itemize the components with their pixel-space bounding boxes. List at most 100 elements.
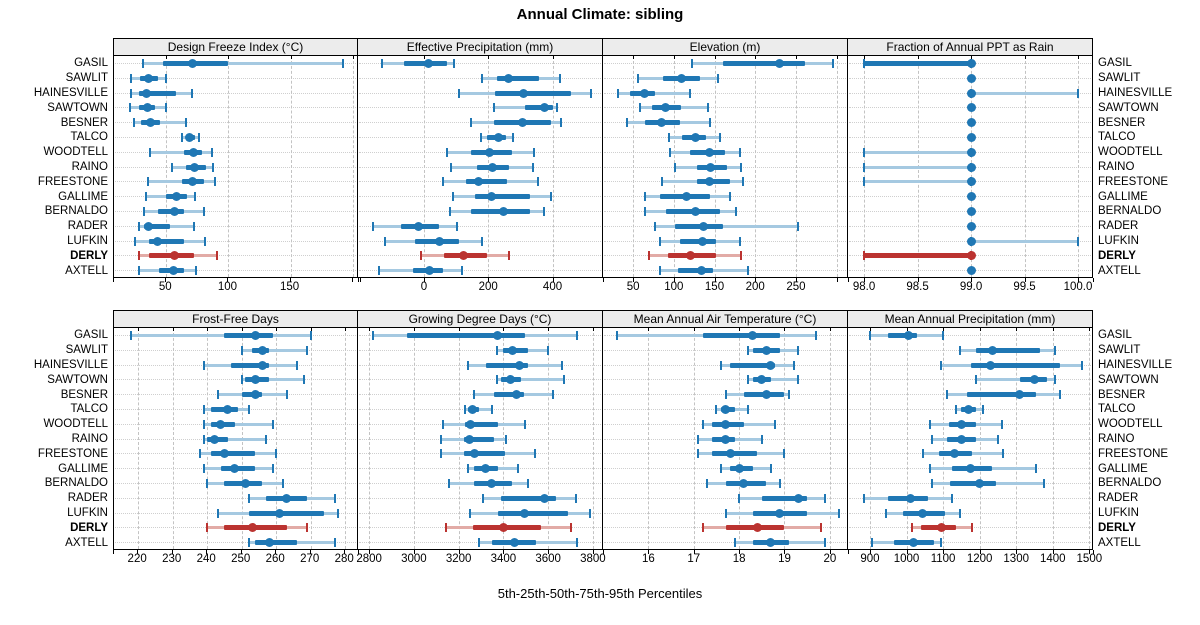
whisker-cap	[931, 478, 934, 488]
median-dot	[423, 58, 433, 68]
whisker-cap	[637, 73, 639, 83]
axis-tick-top	[290, 56, 292, 59]
median-dot	[465, 434, 475, 444]
whisker-cap	[697, 449, 700, 459]
axis-tick	[784, 550, 786, 554]
axis-tick-top	[648, 328, 650, 331]
median-dot	[691, 132, 701, 142]
axis-tick	[1024, 278, 1026, 282]
axis-tick	[943, 550, 945, 554]
median-dot	[966, 162, 976, 172]
panel-header-design-freeze-index-c: Design Freeze Index (°C)	[113, 38, 358, 56]
tick-label: 240	[196, 553, 216, 565]
whisker-cap	[141, 58, 144, 68]
median-dot	[697, 236, 707, 246]
station-label-left-gallime: GALLIME	[58, 190, 108, 203]
tick-label: 19	[778, 553, 791, 565]
panel-header-growing-degree-days-c: Growing Degree Days (°C)	[358, 310, 603, 328]
station-label-left-freestone: FREESTONE	[37, 175, 108, 188]
v-gridline	[423, 56, 425, 277]
whisker-cap	[689, 88, 692, 98]
whisker-cap	[674, 162, 677, 172]
h-gridline	[115, 196, 356, 198]
whisker-cap	[532, 162, 535, 172]
h-gridline	[849, 334, 1091, 336]
median-dot	[956, 419, 966, 429]
whisker-cap	[1042, 478, 1045, 488]
h-gridline	[115, 497, 356, 499]
whisker-cap	[456, 221, 459, 231]
whisker-cap	[870, 538, 873, 548]
median-dot	[282, 493, 292, 503]
station-label-left-gasil: GASIL	[74, 329, 108, 342]
median-dot	[144, 221, 154, 231]
axis-tick	[423, 278, 425, 282]
whisker-cap	[929, 419, 932, 429]
whisker-5-95	[748, 378, 799, 382]
whisker-cap	[921, 449, 924, 459]
station-label-left-hainesville: HAINESVILLE	[33, 87, 108, 99]
iqr-bar-25-75	[224, 332, 273, 338]
median-dot	[966, 103, 976, 113]
median-dot	[752, 523, 762, 533]
tick-label: 230	[162, 553, 182, 565]
whisker-cap	[309, 330, 312, 340]
axis-tick	[971, 278, 973, 282]
median-dot	[966, 251, 976, 261]
whisker-cap	[738, 147, 741, 157]
whisker-cap	[738, 493, 741, 503]
whisker-cap	[982, 404, 985, 414]
whisker-cap	[371, 330, 374, 340]
station-label-left-talco: TALCO	[70, 131, 109, 144]
whisker-cap	[192, 221, 195, 231]
median-dot	[240, 478, 250, 488]
tick-label: 3600	[535, 553, 561, 565]
station-label-right-axtell: AXTELL	[1098, 264, 1141, 277]
whisker-5-95	[241, 378, 304, 382]
axis-tick	[864, 278, 866, 282]
whisker-5-95	[864, 165, 972, 169]
axis-tick-top	[917, 56, 919, 59]
whisker-cap	[697, 434, 700, 444]
v-gridline	[693, 328, 695, 549]
whisker-cap	[658, 236, 661, 246]
whisker-cap	[146, 177, 149, 187]
station-label-left-axtell: AXTELL	[65, 536, 108, 549]
median-dot	[223, 404, 233, 414]
whisker-cap	[783, 449, 786, 459]
whisker-cap	[728, 192, 731, 202]
whisker-cap	[974, 375, 977, 385]
tick-label: 16	[641, 553, 655, 565]
whisker-cap	[951, 493, 954, 503]
tick-label: 17	[687, 553, 701, 565]
whisker-cap	[719, 132, 722, 142]
median-dot	[467, 404, 477, 414]
axis-tick-top	[979, 328, 981, 331]
axis-tick	[906, 550, 908, 554]
h-gridline	[359, 270, 601, 272]
whisker-cap	[576, 538, 579, 548]
whisker-cap	[1000, 419, 1003, 429]
whisker-cap	[442, 419, 445, 429]
station-label-left-woodtell: WOODTELL	[43, 418, 108, 431]
h-gridline	[359, 349, 601, 351]
median-dot	[748, 330, 758, 340]
axis-tick-top	[1089, 328, 1091, 331]
axis-tick-top	[739, 328, 741, 331]
median-dot	[512, 390, 522, 400]
axis-tick-top	[228, 56, 230, 59]
station-label-left-lufkin: LUFKIN	[67, 235, 108, 247]
station-label-right-hainesville: HAINESVILLE	[1098, 87, 1173, 99]
iqr-bar-25-75	[497, 510, 569, 516]
station-label-right-derly: DERLY	[1098, 249, 1136, 262]
axis-tick	[344, 550, 346, 554]
axis-tick	[165, 278, 167, 282]
h-gridline	[849, 512, 1091, 514]
h-gridline	[604, 497, 846, 499]
station-label-right-woodtell: WOODTELL	[1098, 146, 1163, 159]
station-label-right-freestone: FREESTONE	[1098, 447, 1169, 460]
v-gridline	[369, 328, 371, 549]
iqr-bar-25-75	[711, 451, 758, 457]
axis-tick	[1078, 278, 1080, 282]
station-label-right-gasil: GASIL	[1098, 57, 1132, 70]
